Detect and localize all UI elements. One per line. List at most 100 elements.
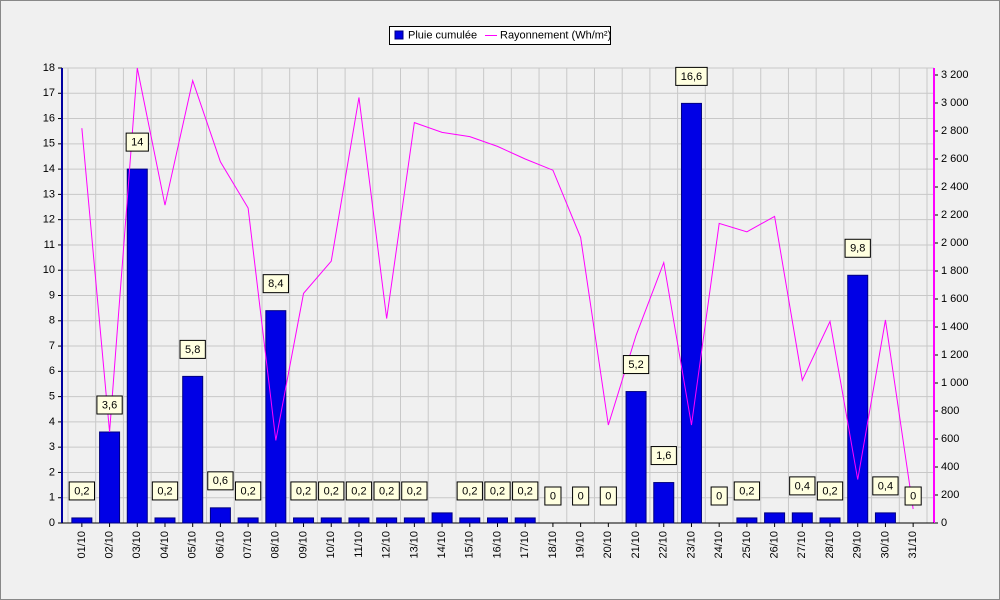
value-label-text: 0,2	[351, 485, 366, 497]
value-label: 14	[125, 132, 149, 152]
y2-tick-label: 2 600	[941, 153, 969, 165]
value-label: 0,2	[733, 481, 761, 501]
y2-tick-label: 3 200	[941, 69, 969, 81]
value-label-text: 0,2	[240, 485, 255, 497]
value-label: 3,6	[96, 395, 123, 415]
y-tick-label: 7	[49, 340, 55, 352]
value-label: 0	[572, 486, 590, 506]
x-tick-label: 31/10	[907, 531, 919, 559]
value-label-text: 0,2	[296, 485, 311, 497]
value-label-text: 0	[550, 490, 556, 502]
x-tick-label: 21/10	[630, 531, 642, 559]
value-label-box	[484, 481, 511, 501]
x-tick-label: 02/10	[103, 531, 115, 559]
x-tick-label: 07/10	[242, 531, 254, 559]
value-label: 0,6	[207, 471, 234, 491]
value-label-text: 8,4	[268, 278, 283, 290]
value-label-text: 0	[578, 490, 584, 502]
x-tick-label: 25/10	[741, 531, 753, 559]
y-tick-label: 0	[49, 517, 55, 529]
y2-tick-label: 400	[941, 461, 959, 473]
value-label-box	[733, 481, 761, 501]
value-label-box	[816, 481, 844, 501]
value-label: 0,2	[318, 481, 345, 501]
value-label-text: 0,2	[462, 485, 477, 497]
value-label-text: 0,2	[407, 485, 422, 497]
x-tick-label: 30/10	[879, 531, 891, 559]
x-tick-label: 19/10	[575, 531, 587, 559]
x-tick-label: 08/10	[270, 531, 282, 559]
y-tick-label: 5	[49, 391, 55, 403]
value-label-text: 0,2	[822, 485, 837, 497]
bar	[764, 512, 786, 524]
value-label: 0,2	[151, 481, 179, 501]
value-label: 0	[904, 486, 922, 506]
value-label-box	[345, 481, 373, 501]
value-label: 0,2	[290, 481, 317, 501]
bar	[99, 431, 121, 524]
value-label: 5,8	[179, 339, 206, 359]
value-label-text: 9,8	[850, 243, 865, 255]
y2-tick-label: 2 400	[941, 181, 969, 193]
value-label-text: 0	[716, 490, 722, 502]
value-label-box	[151, 481, 179, 501]
y-tick-label: 14	[43, 163, 55, 175]
bar	[209, 507, 231, 524]
y2-tick-label: 1 400	[941, 321, 969, 333]
bar	[653, 482, 675, 524]
y-tick-label: 9	[49, 289, 55, 301]
y2-tick-label: 600	[941, 433, 959, 445]
x-tick-label: 17/10	[519, 531, 531, 559]
value-label: 0,2	[816, 481, 844, 501]
value-label: 0,4	[789, 476, 816, 496]
x-tick-label: 09/10	[297, 531, 309, 559]
value-label-box	[179, 339, 206, 359]
value-label-text: 5,2	[628, 359, 643, 371]
y2-tick-label: 800	[941, 405, 959, 417]
value-label-text: 0	[910, 490, 916, 502]
bar	[154, 517, 176, 524]
x-tick-label: 04/10	[159, 531, 171, 559]
value-label-box	[872, 476, 899, 496]
bar	[403, 517, 425, 524]
value-label-box	[207, 471, 234, 491]
value-label: 0,2	[512, 481, 539, 501]
value-label: 0,2	[234, 481, 262, 501]
legend-box	[389, 26, 611, 45]
x-tick-label: 27/10	[796, 531, 808, 559]
value-label-text: 0,2	[324, 485, 339, 497]
x-tick-label: 20/10	[602, 531, 614, 559]
value-label-box	[456, 481, 483, 501]
bar	[625, 391, 647, 524]
bar	[459, 517, 481, 524]
x-tick-label: 29/10	[852, 531, 864, 559]
x-tick-label: 15/10	[464, 531, 476, 559]
value-label-box	[844, 238, 871, 258]
y2-tick-label: 2 200	[941, 209, 969, 221]
value-label: 8,4	[262, 274, 289, 294]
y2-tick-label: 2 800	[941, 125, 969, 137]
y-tick-label: 3	[49, 441, 55, 453]
value-label-box	[290, 481, 317, 501]
value-label-text: 1,6	[656, 450, 671, 462]
x-tick-label: 18/10	[547, 531, 559, 559]
bar	[431, 512, 453, 524]
y2-tick-label: 3 000	[941, 97, 969, 109]
bar	[182, 375, 204, 524]
x-tick-label: 28/10	[824, 531, 836, 559]
value-label-box	[789, 476, 816, 496]
value-label-text: 0,2	[490, 485, 505, 497]
value-label: 0	[710, 486, 728, 506]
bar	[736, 517, 758, 524]
value-label: 0,2	[456, 481, 483, 501]
value-label: 0	[544, 486, 562, 506]
bar	[265, 310, 287, 524]
bar	[71, 517, 93, 524]
value-label-text: 0,2	[157, 485, 172, 497]
value-label-box	[544, 486, 562, 506]
value-label-text: 14	[131, 137, 143, 149]
y2-tick-label: 1 000	[941, 377, 969, 389]
line	[81, 67, 914, 510]
value-label-text: 5,8	[185, 344, 200, 356]
